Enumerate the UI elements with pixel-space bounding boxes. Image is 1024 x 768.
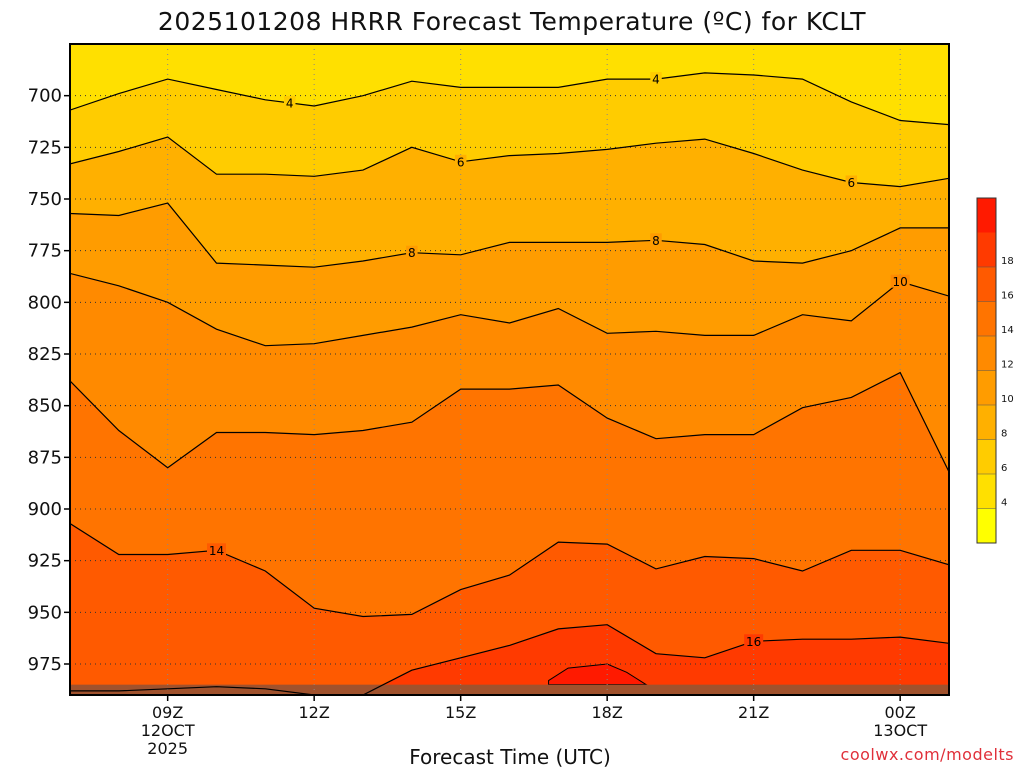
temperature-band (70, 203, 949, 346)
x-tick-label: 21Z (738, 703, 769, 722)
isotherm-label-bg (454, 154, 467, 168)
y-tick-label: 950 (28, 602, 62, 623)
y-tick-label: 925 (28, 551, 62, 572)
y-tick-label: 900 (28, 499, 62, 520)
color-bar-label: 12 (1001, 360, 1014, 371)
color-bar-label: 14 (1001, 325, 1014, 336)
isotherm-label-bg (650, 72, 662, 86)
isotherm-8 (70, 202, 949, 268)
isotherm-6 (70, 136, 949, 188)
isotherm-label: 16 (746, 635, 761, 649)
isotherm-label: 4 (286, 96, 294, 110)
color-bar-label: 16 (1001, 291, 1014, 302)
color-bar-label: 4 (1001, 498, 1007, 509)
isotherm-label-bg (650, 233, 662, 247)
isotherm-16 (70, 624, 949, 695)
x-tick-date: 13OCT (873, 721, 927, 740)
x-tick-year: 2025 (147, 739, 188, 758)
isotherm-label: 14 (209, 544, 224, 558)
color-bar-label: 8 (1001, 429, 1007, 440)
x-axis-title: Forecast Time (UTC) (409, 745, 611, 768)
isotherm-label-bg (744, 634, 764, 648)
x-tick-label: 18Z (592, 703, 623, 722)
isotherm-4 (70, 72, 949, 126)
color-bar-segment (977, 232, 996, 267)
isotherm-label-bg (845, 175, 858, 189)
x-tick-label: 09Z (152, 703, 183, 722)
isotherm-label-bg (207, 543, 226, 557)
color-bar-segment (977, 267, 996, 302)
temperature-band (70, 44, 949, 125)
y-tick-label: 700 (28, 86, 62, 107)
y-tick-label: 750 (28, 189, 62, 210)
isotherm-label: 10 (893, 275, 908, 289)
isotherm-label: 8 (652, 234, 660, 248)
temperature-band (70, 137, 949, 268)
color-bar-segment (977, 474, 996, 509)
plot-frame (69, 43, 950, 696)
isotherm-10 (70, 272, 949, 347)
isotherm-labels: 4 4 6 6 8 8 10 14 16 (207, 72, 910, 649)
isotherm-label: 8 (408, 246, 416, 260)
color-bar-segment (977, 508, 996, 543)
isotherm-label: 6 (848, 176, 856, 190)
color-bar-segment (977, 439, 996, 474)
x-tick-label: 00Z (885, 703, 916, 722)
grid (70, 44, 949, 695)
color-bar-label: 18 (1001, 256, 1014, 267)
isotherm-label-bg (284, 95, 296, 109)
y-axis: 700 725 750 775 800 825 850 875 900 925 950 975 (28, 86, 70, 675)
y-tick-label: 875 (28, 447, 62, 468)
color-bar-segment (977, 370, 996, 405)
x-tick-label: 12Z (299, 703, 330, 722)
color-bar-segment (977, 336, 996, 371)
isotherm-label-bg (406, 245, 418, 259)
credit-text[interactable]: coolwx.com/modelts (841, 745, 1014, 764)
isotherm-label: 4 (652, 73, 660, 87)
x-tick-date: 12OCT (141, 721, 195, 740)
color-bar-label: 6 (1001, 463, 1007, 474)
temperature-band (70, 624, 949, 695)
color-bar-segment (977, 198, 996, 233)
temperature-band (70, 523, 949, 695)
color-bar-segment (977, 405, 996, 440)
temperature-band (70, 72, 949, 187)
isotherm-label-bg (890, 274, 910, 288)
y-tick-label: 825 (28, 344, 62, 365)
ground-strip (70, 684, 949, 695)
temperature-band (70, 273, 949, 472)
isotherm-label: 6 (457, 155, 465, 169)
y-tick-label: 725 (28, 137, 62, 158)
y-tick-label: 775 (28, 241, 62, 262)
color-bar: 4 6 8 10 12 14 16 18 (976, 197, 1014, 544)
y-tick-label: 975 (28, 654, 62, 675)
color-bar-label: 10 (1001, 394, 1014, 405)
y-tick-label: 800 (28, 292, 62, 313)
isotherm-12 (70, 371, 949, 473)
y-tick-label: 850 (28, 396, 62, 417)
x-tick-label: 15Z (445, 703, 476, 722)
plot-area (70, 44, 949, 695)
color-bar-segment (977, 301, 996, 336)
chart-title: 2025101208 HRRR Forecast Temperature (ºC… (158, 7, 866, 36)
